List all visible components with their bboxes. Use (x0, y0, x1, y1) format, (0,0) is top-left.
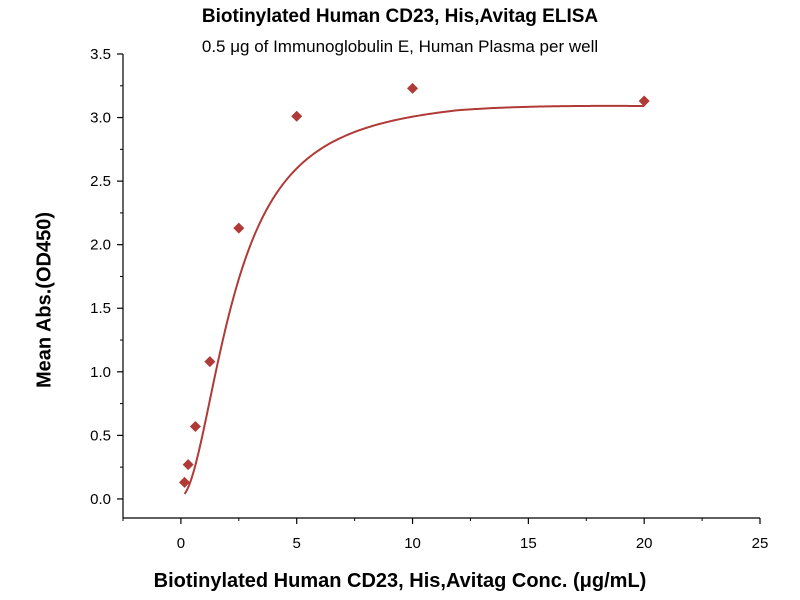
data-point-diamond (182, 459, 194, 471)
fit-curve (183, 104, 645, 495)
x-axis-label: Biotinylated Human CD23, His,Avitag Conc… (153, 570, 647, 592)
chart-title: Biotinylated Human CD23, His,Avitag ELIS… (201, 6, 599, 27)
y-tick-label: 2.0 (90, 237, 111, 254)
y-tick-label: 1.5 (90, 300, 111, 317)
x-tick-label: 20 (636, 535, 653, 552)
chart-subtitle: 0.5 μg of Immunoglobulin E, Human Plasma… (201, 37, 599, 56)
x-tick-label: 25 (752, 535, 769, 552)
y-tick-label: 0.0 (90, 491, 111, 508)
y-tick-label: 3.5 (90, 46, 111, 63)
x-tick-label: 5 (293, 535, 301, 552)
y-tick-label: 2.5 (90, 173, 111, 190)
fit-curve-layer (183, 104, 645, 495)
data-point-diamond (407, 82, 419, 94)
y-tick-label: 1.0 (90, 364, 111, 381)
data-point-diamond (204, 356, 216, 368)
x-tick-label: 10 (404, 535, 421, 552)
axes: 0.0 0.5 1.0 1.5 2.0 2.5 3.0 3.5 0 5 10 15 20 25 (90, 46, 768, 552)
data-point-diamond (638, 95, 650, 107)
y-tick-label: 3.0 (90, 110, 111, 127)
y-tick-label: 0.5 (90, 427, 111, 444)
data-point-diamond (233, 222, 245, 234)
x-tick-label: 0 (177, 535, 185, 552)
data-points (179, 82, 650, 488)
data-point-diamond (291, 110, 303, 122)
x-tick-label: 15 (520, 535, 537, 552)
data-point-diamond (179, 476, 191, 488)
data-point-diamond (189, 420, 201, 432)
